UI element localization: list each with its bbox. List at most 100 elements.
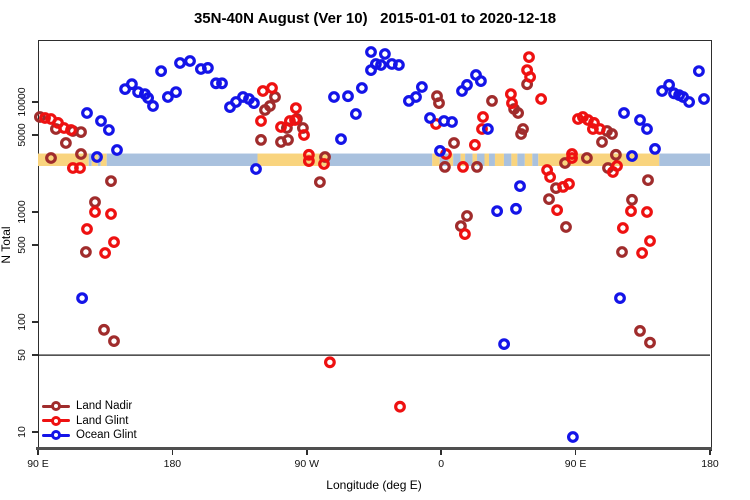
- x-tick-mark: [171, 450, 174, 455]
- data-point: [174, 57, 186, 69]
- data-point: [318, 158, 330, 170]
- data-point: [142, 92, 154, 104]
- data-point: [108, 236, 120, 249]
- data-point: [269, 91, 281, 103]
- data-point: [482, 123, 494, 135]
- legend-label: Land Glint: [76, 414, 129, 427]
- y-tick-mark: [32, 321, 38, 323]
- data-point: [476, 123, 488, 135]
- surface-strip-segment-land: [494, 153, 504, 166]
- data-point: [486, 95, 498, 107]
- surface-strip-segment-ocean: [329, 153, 433, 166]
- data-point: [105, 175, 117, 188]
- data-point: [506, 97, 518, 109]
- data-point: [81, 107, 93, 119]
- surface-strip-segment-ocean: [453, 153, 461, 166]
- data-point: [607, 166, 619, 178]
- data-point: [335, 133, 347, 145]
- y-tick-label: 500: [16, 236, 28, 254]
- data-point: [471, 160, 483, 173]
- data-point: [350, 108, 362, 120]
- data-point: [125, 78, 138, 91]
- data-point: [102, 124, 115, 136]
- data-point: [255, 115, 267, 127]
- data-point: [155, 65, 167, 77]
- data-point: [626, 150, 638, 162]
- data-point: [596, 136, 608, 148]
- x-axis-title: Longitude (deg E): [326, 478, 422, 492]
- surface-strip-segment-ocean: [465, 153, 473, 166]
- data-point: [99, 247, 111, 259]
- surface-strip-segment-land: [484, 153, 489, 166]
- data-point: [457, 160, 469, 173]
- data-point: [379, 48, 391, 60]
- x-tick-mark: [440, 450, 442, 455]
- data-point: [75, 126, 87, 138]
- data-point: [641, 123, 653, 135]
- data-point: [498, 338, 511, 351]
- x-tick-label: 0: [438, 458, 445, 470]
- data-point: [283, 115, 296, 127]
- x-axis-line: [36, 447, 712, 450]
- data-point: [551, 204, 563, 217]
- data-point: [693, 65, 705, 77]
- data-point: [95, 115, 107, 127]
- plot-area-border: [38, 40, 712, 451]
- data-point: [505, 88, 517, 100]
- x-tick-label: 90 W: [294, 458, 320, 470]
- chart-title: 35N-40N August (Ver 10) 2015-01-01 to 20…: [193, 10, 557, 27]
- data-point: [39, 112, 51, 124]
- legend-circle: [51, 401, 61, 412]
- legend-circle: [51, 430, 61, 441]
- data-point: [461, 210, 473, 222]
- data-point: [81, 223, 93, 235]
- x-tick-mark: [306, 450, 308, 455]
- data-point: [459, 228, 471, 241]
- data-point: [588, 116, 600, 129]
- data-point: [298, 129, 310, 141]
- data-point: [567, 431, 579, 443]
- data-point: [610, 148, 622, 161]
- data-point: [250, 163, 262, 175]
- plot-canvas: [33, 46, 710, 443]
- data-point: [594, 123, 606, 135]
- surface-strip-segment-ocean: [488, 153, 495, 166]
- surface-strip-segment-ocean: [477, 153, 485, 166]
- data-point: [216, 77, 228, 90]
- data-point: [89, 206, 101, 218]
- data-point: [663, 79, 675, 91]
- surface-strip-segment-ocean: [88, 153, 92, 166]
- x-tick-mark: [709, 450, 711, 455]
- surface-strip: [38, 153, 710, 166]
- y-tick-label: 10000: [16, 87, 28, 117]
- data-point: [108, 335, 120, 348]
- data-point: [566, 152, 578, 164]
- data-point: [259, 104, 271, 116]
- data-point: [324, 356, 336, 369]
- surface-strip-segment-land: [511, 153, 518, 166]
- data-point: [393, 59, 405, 71]
- surface-strip-segment-ocean: [439, 153, 449, 166]
- data-point: [644, 235, 656, 247]
- data-point: [80, 246, 92, 258]
- y-tick-mark: [32, 101, 38, 103]
- data-point: [514, 180, 526, 193]
- data-point: [89, 196, 101, 209]
- surface-strip-segment-land: [524, 153, 533, 166]
- series-ocean-glint: [76, 46, 710, 443]
- surface-strip-segment-land: [448, 153, 454, 166]
- data-point: [491, 205, 504, 218]
- y-tick-label: 10: [16, 426, 28, 438]
- legend-item-land-nadir: Land Nadir: [42, 399, 137, 414]
- surface-strip-segment-land: [460, 153, 466, 166]
- data-point: [524, 71, 537, 83]
- data-point: [394, 400, 406, 413]
- data-point: [656, 85, 668, 97]
- data-point: [342, 90, 354, 103]
- data-point: [475, 75, 487, 87]
- data-point: [448, 137, 460, 149]
- y-tick-label: 1000: [16, 200, 28, 224]
- legend-circle: [51, 415, 61, 426]
- series-land-glint: [39, 51, 656, 413]
- data-point: [535, 93, 548, 105]
